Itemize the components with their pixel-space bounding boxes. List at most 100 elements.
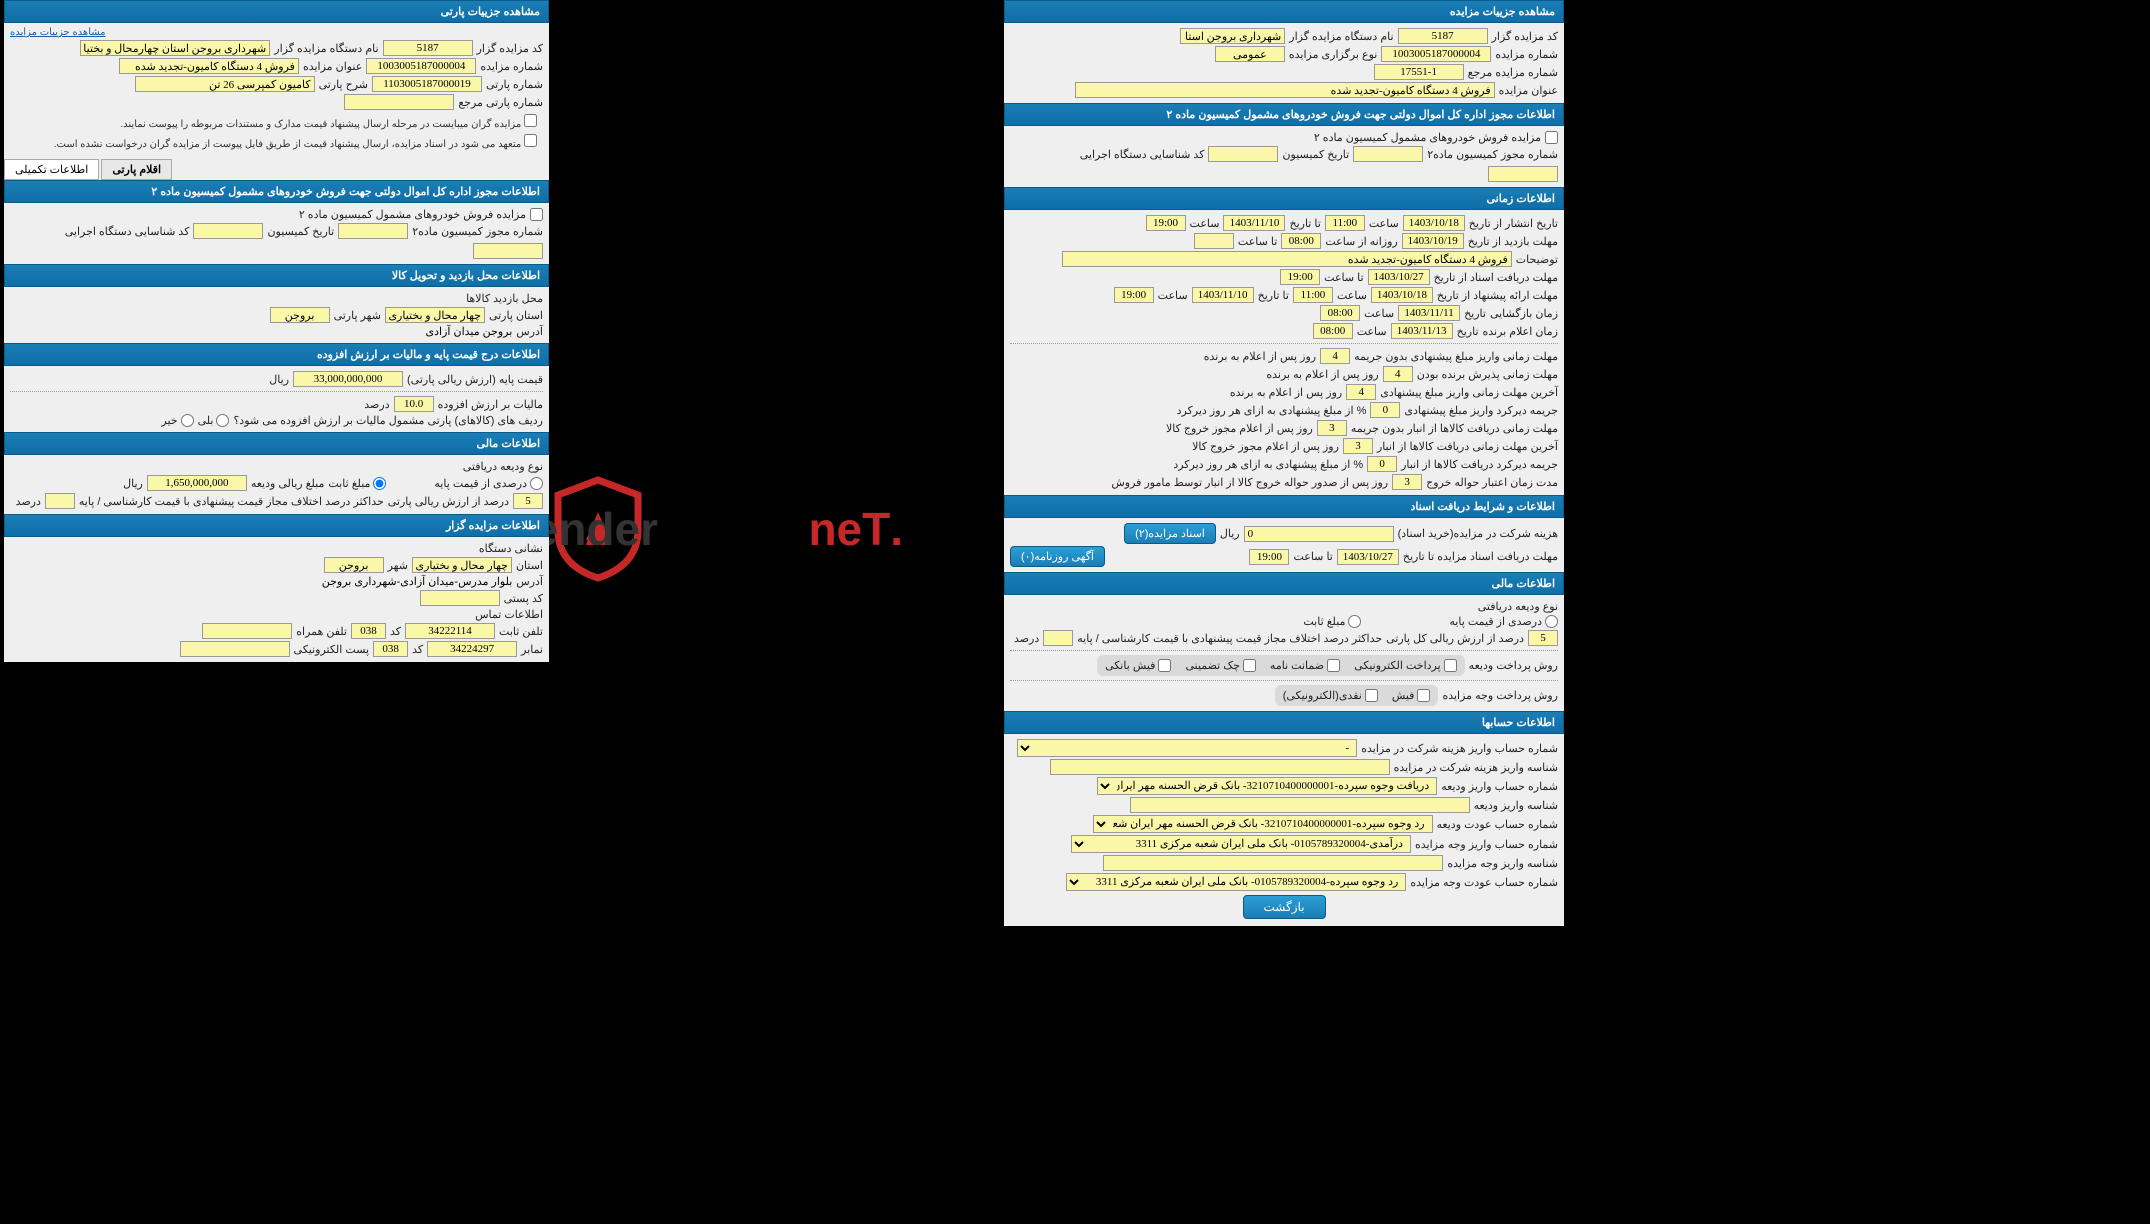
tel-input [405, 623, 495, 639]
label: درصد [16, 495, 41, 508]
label: شماره حساب واریز وجه مزایده [1415, 838, 1558, 851]
cash-checkbox[interactable] [1365, 689, 1378, 702]
account-select[interactable]: رد وجوه سپرده-0105789320004- بانک ملی ای… [1066, 873, 1406, 891]
vat-no-radio[interactable] [181, 414, 194, 427]
auction-details-panel: مشاهده جزییات مزایده کد مزایده گزار نام … [1004, 0, 1564, 926]
label: فیش [1392, 689, 1415, 702]
deposit-fixed-radio[interactable] [373, 477, 386, 490]
section-header-accounts: اطلاعات حسابها [1004, 711, 1564, 734]
city-input [270, 307, 330, 323]
section-header-docs: اطلاعات و شرایط دریافت اسناد [1004, 495, 1564, 518]
label: مبلغ ثابت [1303, 615, 1345, 628]
num-input [1383, 366, 1413, 382]
guarantee-checkbox[interactable] [1327, 659, 1340, 672]
label: ریال [123, 477, 143, 490]
date-input [1403, 215, 1465, 231]
checkbox[interactable] [524, 134, 537, 147]
account-select[interactable]: دریافت وجوه سپرده-3210710400000001- بانک… [1097, 777, 1437, 795]
deposit-pct-radio[interactable] [530, 477, 543, 490]
checkbox[interactable] [524, 114, 537, 127]
auction-docs-button[interactable]: اسناد مزایده(۲) [1124, 523, 1216, 544]
max-diff-input[interactable] [45, 493, 75, 509]
auction-num-input [1381, 46, 1491, 62]
label: شناسه واریز ودیعه [1474, 799, 1558, 812]
perm-date-input[interactable] [193, 223, 263, 239]
section-header-time-info: اطلاعات زمانی [1004, 187, 1564, 210]
label: کد مزایده گزار [477, 42, 543, 55]
time-input [1114, 287, 1154, 303]
label: ضمانت نامه [1270, 659, 1324, 672]
label: % از مبلغ پیشنهادی به ازای هر روز دیرکرد [1177, 404, 1367, 417]
exec-id-input[interactable] [1488, 166, 1558, 182]
email-input[interactable] [180, 641, 290, 657]
deposit-pct-radio[interactable] [1545, 615, 1558, 628]
id-input[interactable] [1103, 855, 1443, 871]
label: تاریخ کمیسیون [1282, 148, 1349, 161]
auctioneer-code-input [1398, 28, 1488, 44]
perm-date-input[interactable] [1208, 146, 1278, 162]
bankslip-checkbox[interactable] [1158, 659, 1171, 672]
return-button[interactable]: بازگشت [1243, 895, 1326, 919]
label: تاریخ انتشار از تاریخ [1469, 217, 1558, 230]
date-input [1337, 549, 1399, 565]
label: شماره مجوز کمیسیون ماده۲ [1427, 148, 1558, 161]
label: کد [412, 643, 423, 656]
label: جریمه دیرکرد دریافت کالاها از انبار [1401, 458, 1558, 471]
label: بلی [198, 414, 214, 427]
addr-text: بلوار مدرس-میدان آزادی-شهرداری بروجن [322, 575, 513, 588]
perm-no-input[interactable] [1353, 146, 1423, 162]
label: مهلت زمانی واریز مبلغ پیشنهادی بدون جریم… [1354, 350, 1558, 363]
city-input [324, 557, 384, 573]
label: تاریخ [1464, 307, 1486, 320]
num-input [1392, 474, 1422, 490]
tab-additional-info[interactable]: اطلاعات تکمیلی [4, 159, 99, 180]
label: عنوان مزایده [1499, 84, 1558, 97]
label: اطلاعات تماس [475, 608, 543, 621]
svg-text:.neT: .neT [808, 503, 903, 555]
vat-yes-radio[interactable] [216, 414, 229, 427]
label: مدت زمان اعتبار حواله خروج [1426, 476, 1558, 489]
label: کد مزایده گزار [1492, 30, 1558, 43]
account-select[interactable]: رد وجوه سپرده-3210710400000001- بانک قرض… [1093, 815, 1433, 833]
account-select[interactable]: - [1017, 739, 1357, 757]
view-auction-details-link[interactable]: مشاهده جزییات مزایده [10, 27, 106, 38]
checkbox[interactable] [1545, 131, 1558, 144]
label: شماره مزایده [480, 60, 543, 73]
vat-input [394, 396, 434, 412]
max-diff-input[interactable] [1043, 630, 1073, 646]
title-input [1075, 82, 1495, 98]
label: روز پس از صدور حواله خروج کالا از انبار … [1111, 476, 1388, 489]
section-header-party-details: مشاهده جزییات پارتی [4, 0, 549, 23]
label: ساعت [1337, 289, 1367, 302]
id-input[interactable] [1130, 797, 1470, 813]
perm-no-input[interactable] [338, 223, 408, 239]
label: پست الکترونیکی [294, 643, 370, 656]
label: حداکثر درصد اختلاف مجاز قیمت پیشنهادی با… [1077, 632, 1382, 645]
mobile-input[interactable] [202, 623, 292, 639]
party-desc-input [135, 76, 315, 92]
deposit-fixed-radio[interactable] [1348, 615, 1361, 628]
label: هزینه شرکت در مزایده(خرید اسناد) [1398, 527, 1558, 540]
id-input[interactable] [1050, 759, 1390, 775]
cheque-checkbox[interactable] [1243, 659, 1256, 672]
label: نمابر [521, 643, 543, 656]
newspaper-ad-button[interactable]: آگهی روزنامه(۰) [1010, 546, 1105, 567]
base-price-input [293, 371, 403, 387]
tab-party-items[interactable]: اقلام پارتی [101, 159, 172, 180]
zip-input[interactable] [420, 590, 500, 606]
party-details-panel: مشاهده جزییات پارتی مشاهده جزییات مزایده… [4, 0, 549, 662]
account-select[interactable]: درآمدی-0105789320004- بانک ملی ایران شعب… [1071, 835, 1411, 853]
label: شرح پارتی [319, 78, 368, 91]
date-input [1402, 233, 1464, 249]
time-input [1194, 233, 1234, 249]
label: کد شناسایی دستگاه اجرایی [65, 225, 190, 238]
label: فیش بانکی [1105, 659, 1155, 672]
exec-id-input[interactable] [473, 243, 543, 259]
checkbox[interactable] [530, 208, 543, 221]
label: روش پرداخت وجه مزایده [1442, 689, 1558, 702]
label: تلفن ثابت [499, 625, 543, 638]
label: ردیف های (کالاهای) پارتی مشمول مالیات بر… [233, 414, 543, 427]
epay-checkbox[interactable] [1444, 659, 1457, 672]
section-header-auctioneer-info: اطلاعات مزایده گزار [4, 514, 549, 537]
slip-checkbox[interactable] [1417, 689, 1430, 702]
